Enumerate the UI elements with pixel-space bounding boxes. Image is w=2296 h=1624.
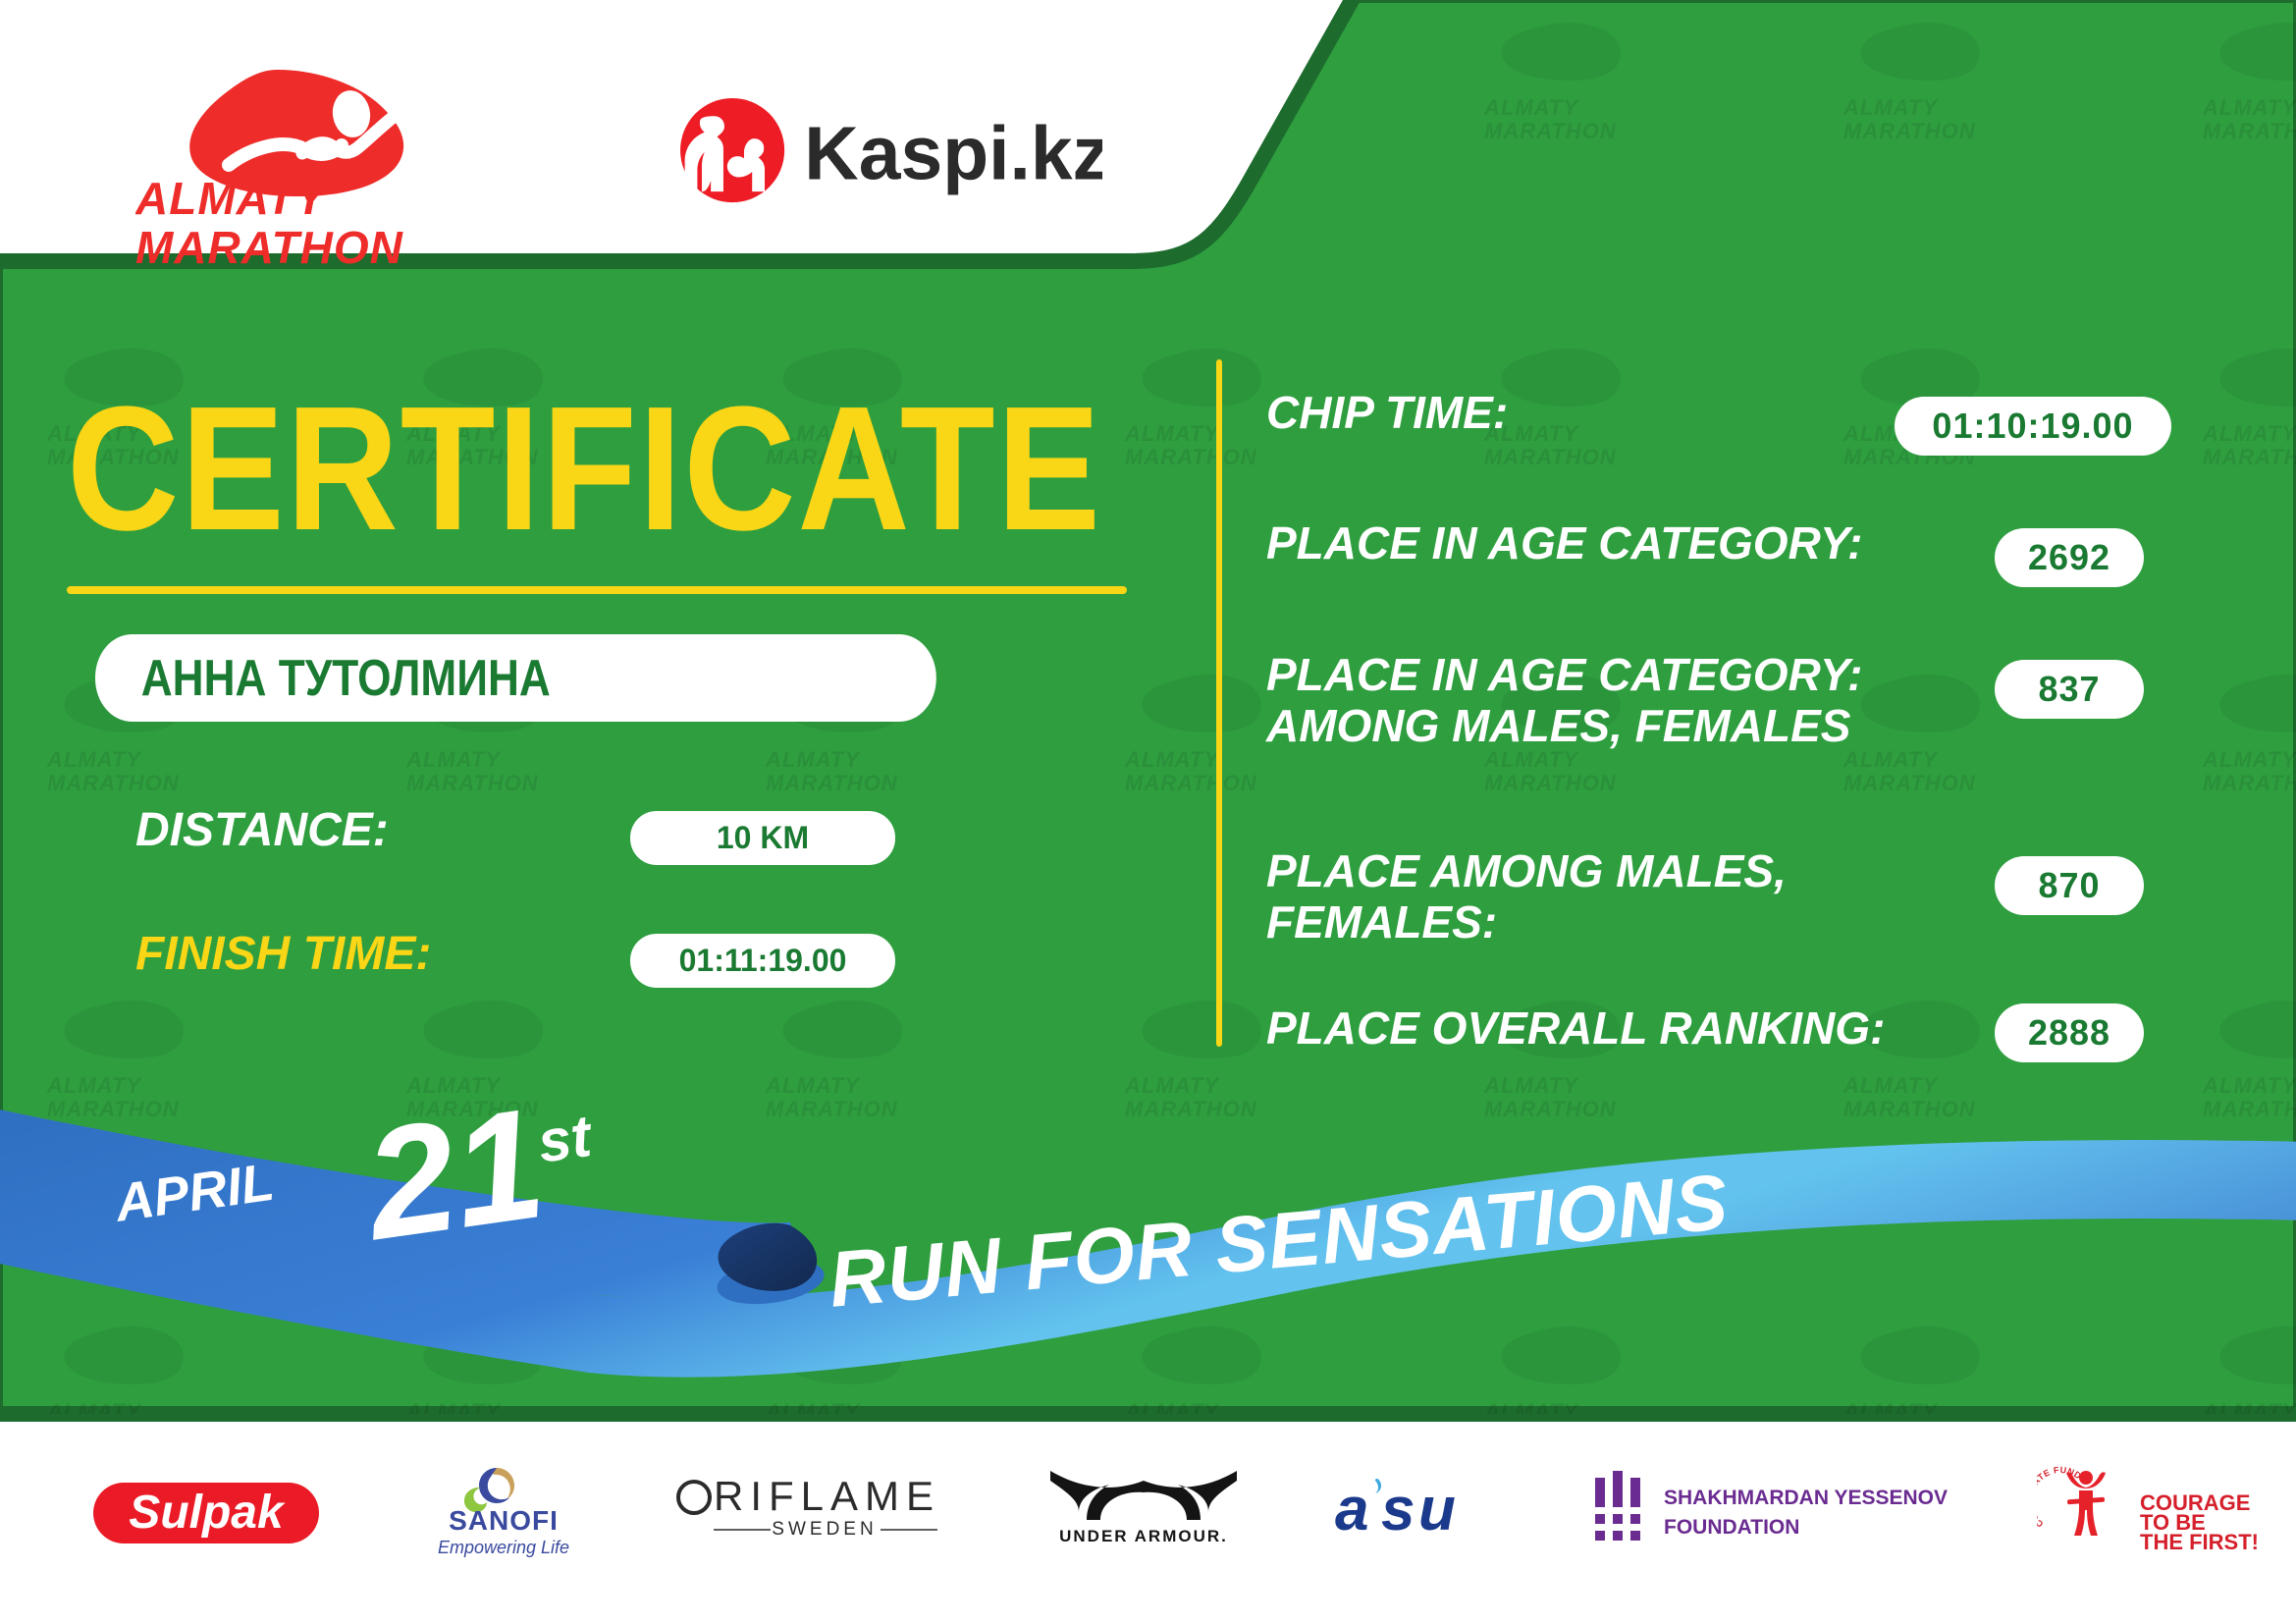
- svg-text:SHAKHMARDAN YESSENOV: SHAKHMARDAN YESSENOV: [1664, 1487, 1948, 1509]
- svg-text:FOUNDATION: FOUNDATION: [1664, 1516, 1799, 1539]
- svg-text:SANOFI: SANOFI: [449, 1505, 559, 1536]
- svg-text:Empowering Life: Empowering Life: [438, 1538, 569, 1557]
- svg-text:RIFLAME: RIFLAME: [714, 1473, 940, 1519]
- svg-text:u: u: [1418, 1476, 1456, 1543]
- svg-text:s: s: [1381, 1476, 1415, 1543]
- svg-text:THE FIRST!: THE FIRST!: [2140, 1530, 2259, 1554]
- svg-text:Sulpak: Sulpak: [129, 1487, 286, 1539]
- svg-text:CORPORATE FUND: CORPORATE FUND: [2037, 1465, 2083, 1530]
- svg-text:SWEDEN: SWEDEN: [772, 1519, 877, 1540]
- svg-text:a: a: [1335, 1476, 1368, 1543]
- svg-text:UNDER ARMOUR.: UNDER ARMOUR.: [1059, 1527, 1228, 1545]
